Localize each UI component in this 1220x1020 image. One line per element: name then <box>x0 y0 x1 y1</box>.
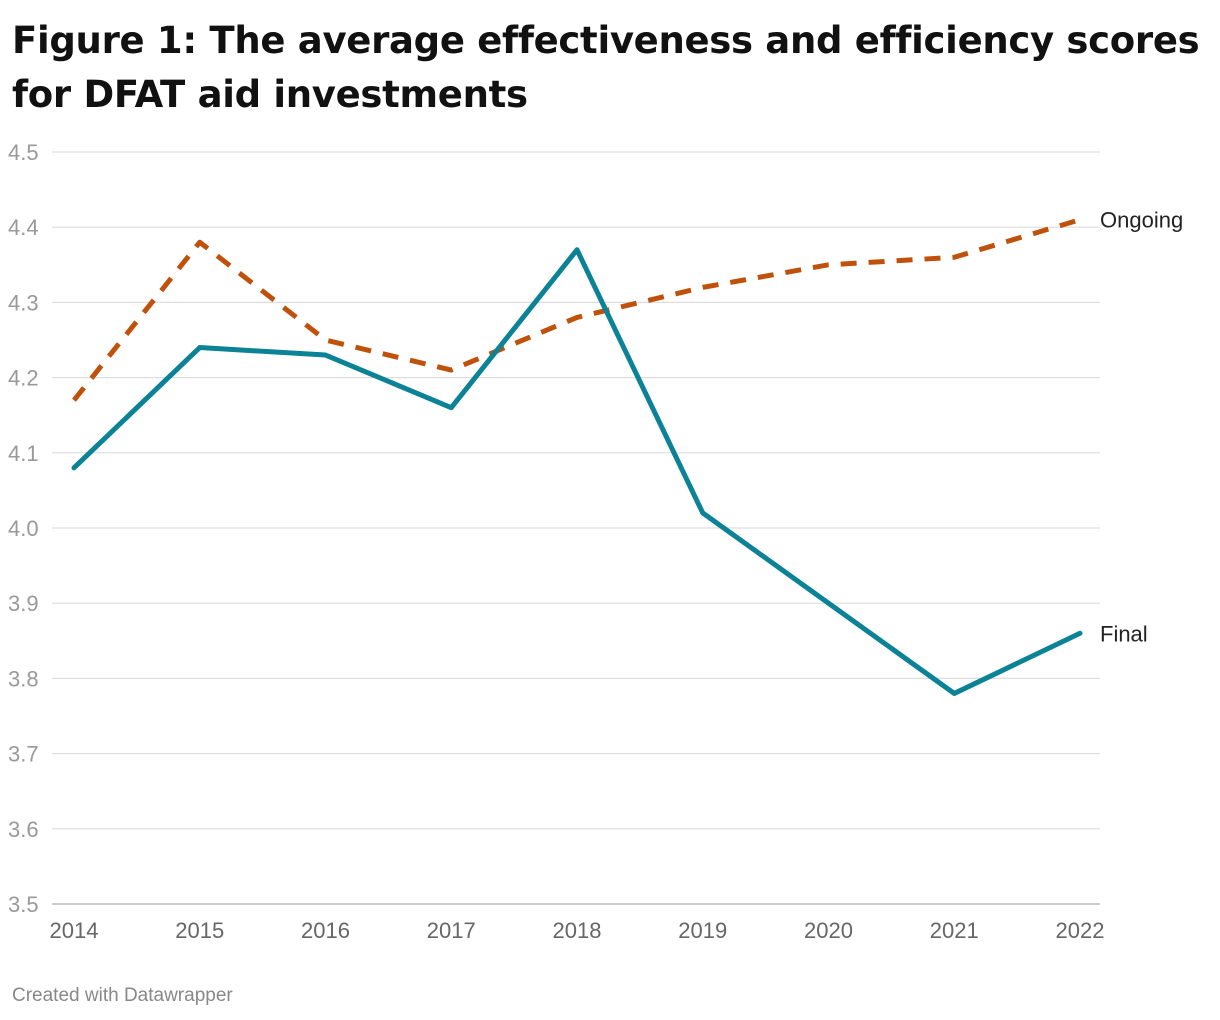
x-tick-label: 2019 <box>678 918 727 943</box>
y-axis-tick-labels: 4.5 4.4 4.3 4.2 4.1 4.0 3.9 3.8 3.7 3.6 3.5 <box>8 140 39 917</box>
series-lines <box>71 217 1083 696</box>
y-tick-label: 3.7 <box>8 742 39 767</box>
y-tick-label: 4.2 <box>8 366 39 391</box>
x-tick-label: 2017 <box>427 918 476 943</box>
x-axis-tick-labels: 2014 2015 2016 2017 2018 2019 2020 2021 2022 <box>50 918 1105 943</box>
y-tick-label: 3.8 <box>8 666 39 691</box>
y-tick-label: 4.0 <box>8 516 39 541</box>
series-line-final <box>71 247 1083 696</box>
series-labels: Ongoing Final <box>1100 208 1183 647</box>
x-tick-label: 2018 <box>553 918 602 943</box>
y-tick-label: 4.1 <box>8 441 39 466</box>
gridlines <box>52 151 1100 905</box>
y-tick-label: 4.5 <box>8 140 39 165</box>
y-tick-label: 4.4 <box>8 215 39 240</box>
credit-text: Created with Datawrapper <box>12 985 233 1006</box>
y-tick-label: 4.3 <box>8 290 39 315</box>
series-label-ongoing: Ongoing <box>1100 208 1183 233</box>
series-label-final: Final <box>1100 621 1148 646</box>
x-tick-label: 2016 <box>301 918 350 943</box>
x-tick-label: 2015 <box>175 918 224 943</box>
y-tick-label: 3.6 <box>8 817 39 842</box>
series-line-ongoing <box>72 217 1081 402</box>
x-tick-label: 2014 <box>50 918 99 943</box>
chart-title: Figure 1: The average effectiveness and … <box>12 19 1200 116</box>
x-tick-label: 2020 <box>804 918 853 943</box>
x-tick-label: 2022 <box>1056 918 1105 943</box>
y-tick-label: 3.5 <box>8 892 39 917</box>
x-tick-label: 2021 <box>930 918 979 943</box>
y-tick-label: 3.9 <box>8 591 39 616</box>
